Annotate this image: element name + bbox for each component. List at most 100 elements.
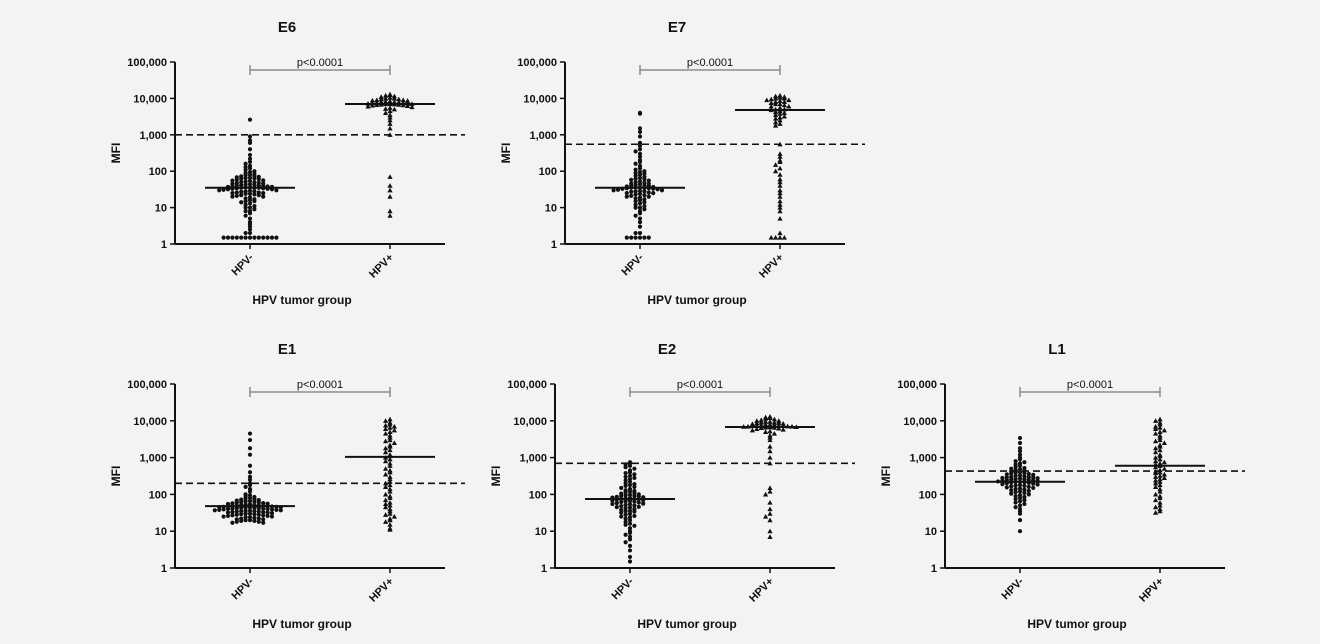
data-point-circle xyxy=(642,193,647,198)
data-point-circle xyxy=(225,235,231,240)
data-point-circle xyxy=(230,191,235,196)
data-point-circle xyxy=(256,177,261,182)
data-point-circle xyxy=(221,507,226,512)
data-point-circle xyxy=(274,235,279,240)
y-tick-label: 10 xyxy=(155,203,167,215)
data-point-triangle xyxy=(387,527,393,532)
data-point-triangle xyxy=(1153,477,1159,483)
data-point-circle xyxy=(637,134,643,139)
data-point-triangle xyxy=(1157,502,1163,508)
data-point-triangle xyxy=(1157,416,1163,422)
data-point-circle xyxy=(261,520,266,525)
data-point-circle xyxy=(261,510,266,515)
data-point-circle xyxy=(623,540,628,545)
data-point-circle xyxy=(633,235,638,240)
data-point-circle xyxy=(1017,499,1023,504)
data-point-circle xyxy=(627,508,633,513)
data-point-circle xyxy=(614,505,619,510)
y-tick-label: 1,000 xyxy=(909,453,937,465)
data-point-circle xyxy=(243,167,248,172)
data-point-triangle xyxy=(387,213,393,218)
data-point-triangle xyxy=(768,100,774,106)
data-point-triangle xyxy=(767,506,773,512)
data-point-circle xyxy=(230,513,235,518)
data-point-triangle xyxy=(383,501,389,507)
data-point-triangle xyxy=(777,183,783,188)
data-point-triangle xyxy=(369,97,375,103)
data-point-triangle xyxy=(383,497,389,503)
data-point-circle xyxy=(1004,485,1009,490)
data-point-circle xyxy=(642,171,647,176)
data-point-circle xyxy=(637,140,643,145)
data-point-circle xyxy=(1022,470,1027,476)
data-point-triangle xyxy=(776,420,782,425)
data-point-triangle xyxy=(777,151,783,156)
data-point-triangle xyxy=(1157,425,1163,430)
data-point-circle xyxy=(243,191,248,196)
data-point-triangle xyxy=(777,187,783,193)
data-point-triangle xyxy=(387,92,393,97)
data-point-triangle xyxy=(758,419,764,425)
data-point-circle xyxy=(1017,529,1023,534)
data-point-triangle xyxy=(1157,447,1163,453)
data-point-triangle xyxy=(387,482,393,488)
data-point-circle xyxy=(1026,471,1031,477)
data-point-circle xyxy=(247,156,253,161)
data-point-triangle xyxy=(767,415,773,420)
data-point-circle xyxy=(247,230,253,236)
data-point-circle xyxy=(632,484,637,489)
data-point-triangle xyxy=(387,443,393,449)
data-point-triangle xyxy=(374,97,380,103)
data-point-circle xyxy=(623,519,628,524)
data-point-triangle xyxy=(773,168,779,174)
data-point-circle xyxy=(632,493,637,498)
data-point-circle xyxy=(632,513,637,519)
data-point-circle xyxy=(243,484,248,489)
data-point-circle xyxy=(243,499,248,504)
data-point-triangle xyxy=(387,187,393,193)
y-tick-label: 10 xyxy=(545,203,557,215)
data-point-triangle xyxy=(383,471,389,477)
data-point-triangle xyxy=(383,92,389,98)
y-tick-label: 1 xyxy=(161,563,167,575)
data-point-triangle xyxy=(781,102,787,108)
data-point-circle xyxy=(247,152,253,158)
data-point-triangle xyxy=(378,99,384,105)
data-point-circle xyxy=(1009,488,1014,493)
data-point-circle xyxy=(243,196,248,201)
data-point-triangle xyxy=(1157,495,1163,501)
data-point-triangle xyxy=(773,162,779,167)
y-tick-label: 1,000 xyxy=(139,453,167,465)
data-point-circle xyxy=(239,512,244,517)
data-point-circle xyxy=(1031,485,1036,491)
data-point-circle xyxy=(623,512,628,517)
data-point-circle xyxy=(1022,477,1027,482)
data-point-circle xyxy=(256,500,261,505)
data-point-circle xyxy=(274,507,279,512)
data-point-circle xyxy=(1013,459,1018,464)
data-point-triangle xyxy=(777,208,783,214)
data-point-circle xyxy=(619,504,624,509)
data-point-circle xyxy=(252,515,257,520)
data-point-circle xyxy=(627,492,633,497)
data-point-circle xyxy=(623,502,628,507)
y-tick-label: 1 xyxy=(551,239,557,251)
data-point-triangle xyxy=(1157,456,1163,462)
data-point-circle xyxy=(243,205,248,210)
data-point-circle xyxy=(636,504,641,509)
data-point-triangle xyxy=(391,427,397,433)
p-value-label: p<0.0001 xyxy=(297,57,343,69)
data-point-circle xyxy=(1013,490,1018,495)
data-point-triangle xyxy=(773,112,779,118)
data-point-circle xyxy=(243,230,248,236)
data-point-triangle xyxy=(1153,497,1159,503)
data-point-circle xyxy=(256,509,261,514)
data-point-circle xyxy=(261,191,266,196)
x-axis-title: HPV tumor group xyxy=(1027,617,1126,631)
data-point-triangle xyxy=(387,95,393,100)
data-point-circle xyxy=(247,178,253,184)
data-point-triangle xyxy=(387,460,393,466)
p-value-label: p<0.0001 xyxy=(687,57,733,69)
data-point-triangle xyxy=(1157,482,1163,488)
data-point-circle xyxy=(1026,484,1031,489)
